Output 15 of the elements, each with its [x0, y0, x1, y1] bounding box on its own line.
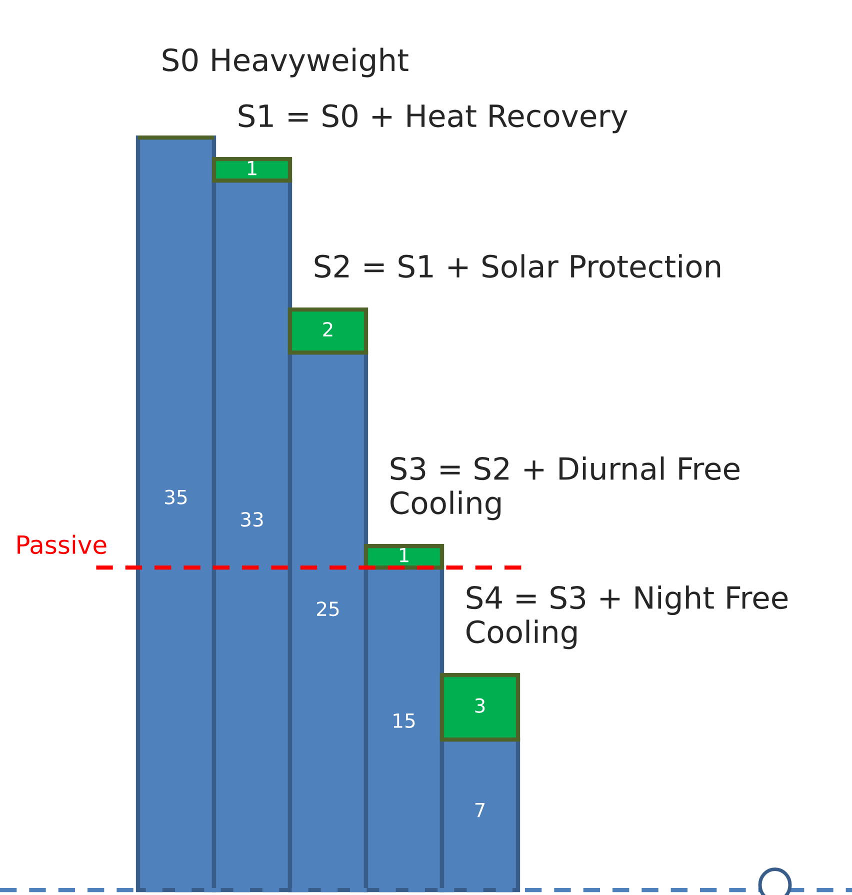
- data-label: 2: [323, 322, 332, 336]
- data-label: 1: [248, 160, 256, 176]
- annotation: S3 = S2 + Diurnal Free Cooling: [390, 456, 740, 520]
- annotation: S4 = S3 + Night Free Cooling: [466, 585, 788, 650]
- data-label: 1: [400, 548, 408, 562]
- data-label: 7: [475, 802, 485, 818]
- data-label: 35: [165, 490, 187, 504]
- data-label: 3: [475, 698, 485, 713]
- data-label: 25: [317, 601, 339, 616]
- text: S0 Heavyweight: [162, 48, 408, 78]
- data-label: 15: [394, 714, 415, 728]
- text: S1 = S0 + Heat Recovery: [238, 104, 628, 134]
- ref-line-label: Passive: [18, 534, 106, 554]
- data-label: 33: [241, 512, 263, 527]
- annotation: S2 = S1 + Solar Protection: [314, 254, 720, 278]
